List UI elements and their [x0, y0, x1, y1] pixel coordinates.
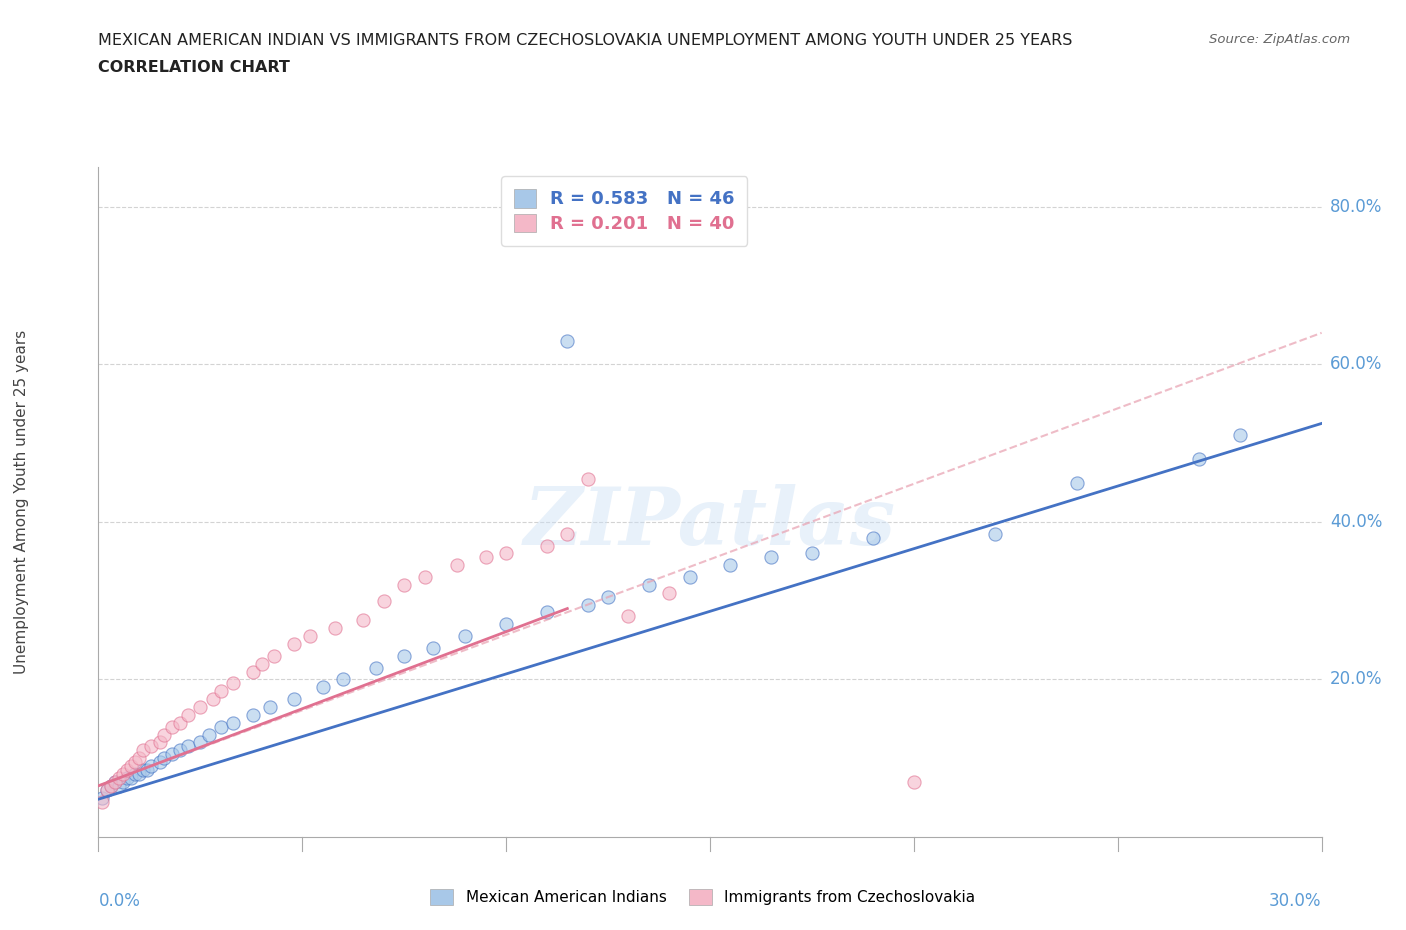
Point: [177, 708, 200, 723]
Point: [1188, 451, 1211, 466]
Point: [259, 699, 281, 714]
Text: ZIPatlas: ZIPatlas: [524, 484, 896, 561]
Point: [177, 739, 200, 754]
Point: [108, 770, 131, 785]
Text: 30.0%: 30.0%: [1270, 892, 1322, 910]
Point: [169, 743, 191, 758]
Point: [576, 597, 599, 612]
Point: [598, 590, 620, 604]
Point: [312, 680, 335, 695]
Point: [149, 735, 172, 750]
Point: [128, 751, 150, 765]
Point: [352, 613, 374, 628]
Point: [364, 660, 387, 675]
Point: [160, 747, 183, 762]
Text: 60.0%: 60.0%: [1330, 355, 1382, 373]
Point: [250, 657, 273, 671]
Point: [263, 648, 285, 663]
Point: [555, 333, 579, 348]
Point: [392, 578, 416, 592]
Point: [801, 546, 824, 561]
Point: [658, 585, 681, 600]
Point: [392, 648, 416, 663]
Text: 20.0%: 20.0%: [1330, 671, 1382, 688]
Point: [299, 629, 322, 644]
Point: [128, 766, 150, 781]
Text: Source: ZipAtlas.com: Source: ZipAtlas.com: [1209, 33, 1350, 46]
Point: [209, 719, 232, 734]
Point: [222, 676, 245, 691]
Point: [100, 778, 122, 793]
Point: [283, 692, 305, 707]
Point: [1229, 428, 1251, 443]
Point: [188, 735, 212, 750]
Point: [197, 727, 219, 742]
Point: [222, 715, 245, 730]
Point: [984, 526, 1007, 541]
Text: MEXICAN AMERICAN INDIAN VS IMMIGRANTS FROM CZECHOSLOVAKIA UNEMPLOYMENT AMONG YOU: MEXICAN AMERICAN INDIAN VS IMMIGRANTS FR…: [98, 33, 1073, 47]
Point: [283, 636, 305, 651]
Point: [120, 759, 142, 774]
Point: [104, 775, 127, 790]
Point: [152, 727, 174, 742]
Point: [108, 778, 131, 793]
Point: [115, 763, 138, 777]
Point: [862, 530, 884, 545]
Point: [446, 558, 468, 573]
Point: [100, 778, 122, 793]
Point: [718, 558, 742, 573]
Point: [242, 664, 264, 679]
Point: [141, 739, 163, 754]
Point: [332, 672, 354, 687]
Text: Unemployment Among Youth under 25 years: Unemployment Among Youth under 25 years: [14, 330, 28, 674]
Point: [373, 593, 395, 608]
Text: 40.0%: 40.0%: [1330, 512, 1382, 531]
Point: [104, 775, 127, 790]
Point: [96, 782, 118, 797]
Point: [536, 538, 558, 553]
Point: [111, 775, 134, 790]
Point: [617, 609, 640, 624]
Point: [120, 770, 142, 785]
Point: [111, 766, 134, 781]
Point: [555, 526, 579, 541]
Point: [576, 472, 599, 486]
Point: [91, 790, 114, 805]
Point: [637, 578, 661, 592]
Legend: R = 0.583   N = 46, R = 0.201   N = 40: R = 0.583 N = 46, R = 0.201 N = 40: [502, 177, 748, 246]
Point: [474, 550, 498, 565]
Text: 0.0%: 0.0%: [98, 892, 141, 910]
Point: [160, 719, 183, 734]
Point: [903, 775, 925, 790]
Point: [91, 794, 114, 809]
Point: [96, 782, 118, 797]
Point: [132, 743, 155, 758]
Text: 80.0%: 80.0%: [1330, 198, 1382, 216]
Point: [495, 617, 517, 631]
Point: [323, 621, 346, 636]
Legend: Mexican American Indians, Immigrants from Czechoslovakia: Mexican American Indians, Immigrants fro…: [423, 882, 983, 913]
Point: [536, 605, 558, 620]
Point: [115, 770, 138, 785]
Point: [124, 755, 146, 770]
Point: [495, 546, 517, 561]
Point: [124, 766, 146, 781]
Point: [149, 755, 172, 770]
Point: [1066, 475, 1088, 490]
Point: [132, 763, 155, 777]
Point: [761, 550, 783, 565]
Point: [422, 641, 444, 656]
Point: [679, 569, 702, 584]
Point: [209, 684, 232, 698]
Point: [413, 569, 436, 584]
Point: [136, 763, 159, 777]
Point: [141, 759, 163, 774]
Point: [169, 715, 191, 730]
Point: [201, 692, 224, 707]
Point: [188, 699, 212, 714]
Point: [152, 751, 174, 765]
Point: [454, 629, 477, 644]
Point: [242, 708, 264, 723]
Text: CORRELATION CHART: CORRELATION CHART: [98, 60, 290, 75]
